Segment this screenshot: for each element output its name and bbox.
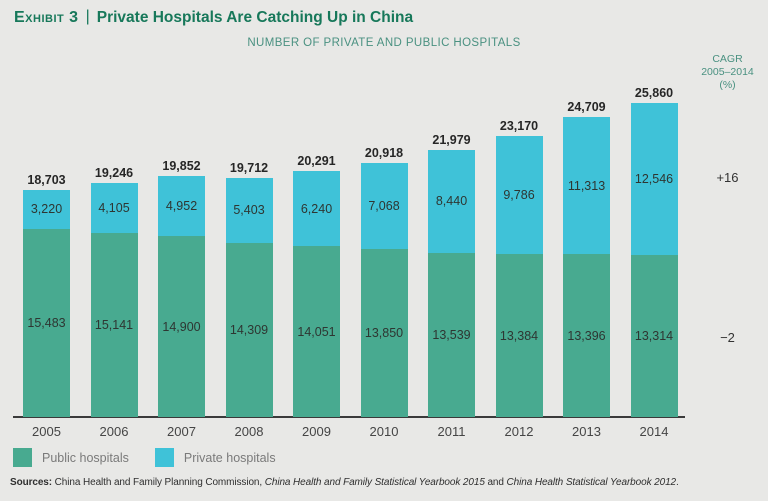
public-value-label: 14,900 [162,319,201,334]
cagr-line2: 2005–2014 [701,66,754,78]
public-segment: 13,396 [563,254,610,417]
total-label: 23,170 [499,118,539,133]
total-label: 19,852 [162,158,201,173]
public-segment: 14,309 [225,243,273,417]
public-segment: 14,900 [158,236,205,417]
public-segment: 13,384 [495,254,543,417]
bar-2014: 25,860 12,546 13,314 [630,86,678,417]
cagr-column-header: CAGR 2005–2014 (%) [690,53,765,92]
total-label: 21,979 [432,133,471,148]
title-separator: | [85,8,90,25]
page-title: Private Hospitals Are Catching Up in Chi… [96,9,414,26]
private-segment: 11,313 [563,116,610,255]
sources-italic-1: China Health and Family Statistical Year… [264,477,485,488]
x-axis-line [13,416,685,418]
sources-text-3: . [676,477,679,488]
cagr-line3: (%) [719,79,736,91]
public-value-label: 13,539 [432,327,471,342]
total-label: 19,246 [94,166,134,181]
year-label: 2009 [302,424,331,439]
sources-italic-2: China Health Statistical Yearbook 2012 [506,477,677,488]
public-value-label: 14,051 [297,324,336,339]
public-value-label: 13,850 [364,325,404,340]
sources-note: Sources: China Health and Family Plannin… [10,477,764,488]
cagr-line1: CAGR [712,53,743,65]
cagr-public-value: −2 [720,330,735,345]
private-value-label: 9,786 [503,188,535,203]
legend-item-private: Private hospitals [154,448,276,467]
bar-2013: 24,709 11,313 13,396 [563,100,610,417]
private-hospitals-swatch-icon [154,448,174,467]
private-value-label: 11,313 [567,178,606,193]
private-legend-label: Private hospitals [183,450,276,465]
public-value-label: 13,396 [567,328,606,343]
chart-legend: Public hospitals Private hospitals [13,448,276,467]
bar-2009: 20,291 6,240 14,051 [293,154,340,417]
public-segment: 15,141 [90,233,138,417]
public-hospitals-swatch-icon [13,448,32,467]
private-segment: 3,220 [23,189,70,229]
private-segment: 5,403 [225,177,273,244]
year-label: 2006 [99,424,129,439]
year-label: 2011 [437,424,466,439]
public-value-label: 15,141 [94,318,134,333]
year-label: 2008 [234,424,264,439]
year-label: 2013 [572,424,601,439]
private-value-label: 12,546 [634,172,674,187]
bar-2007: 19,852 4,952 14,900 [158,159,205,417]
exhibit-header: Exhibit 3 | Private Hospitals Are Catchi… [14,8,414,27]
private-value-label: 5,403 [233,203,265,218]
bar-2006: 19,246 4,105 15,141 [90,166,138,417]
public-value-label: 14,309 [229,323,269,338]
public-value-label: 13,384 [499,328,539,343]
bar-2010: 20,918 7,068 13,850 [360,146,408,417]
private-segment: 8,440 [428,150,475,253]
bar-2012: 23,170 9,786 13,384 [495,119,543,417]
private-value-label: 8,440 [435,194,468,209]
private-segment: 4,105 [90,183,138,234]
sources-label: Sources: [10,477,52,488]
public-segment: 14,051 [293,246,340,417]
bar-2011: 21,979 8,440 13,539 [428,133,475,417]
total-label: 20,918 [364,146,404,161]
public-segment: 13,850 [360,248,408,417]
private-segment: 9,786 [495,135,543,255]
total-label: 18,703 [27,172,66,187]
year-label: 2014 [639,424,669,439]
private-value-label: 3,220 [30,202,63,217]
bar-2008: 19,712 5,403 14,309 [225,161,273,417]
public-legend-label: Public hospitals [42,450,129,465]
private-segment: 4,952 [158,175,205,237]
private-segment: 7,068 [360,163,408,249]
bar-2005: 18,703 3,220 15,483 [23,173,70,417]
private-value-label: 7,068 [368,198,400,213]
year-label: 2005 [32,424,61,439]
private-value-label: 4,952 [165,199,198,214]
public-segment: 13,539 [428,252,475,417]
chart-subtitle: NUMBER OF PRIVATE AND PUBLIC HOSPITALS [247,37,521,49]
total-label: 19,712 [229,160,269,175]
total-label: 24,709 [567,99,606,114]
public-segment: 13,314 [630,255,678,417]
total-label: 20,291 [297,153,336,168]
sources-text-1: China Health and Family Planning Commiss… [52,477,265,488]
exhibit-label: Exhibit 3 [14,9,79,26]
public-value-label: 15,483 [27,316,66,330]
year-label: 2007 [167,424,196,439]
private-segment: 12,546 [630,103,678,256]
year-label: 2012 [504,424,534,439]
sources-text-2: and [484,477,507,488]
total-label: 25,860 [634,86,674,100]
year-label: 2010 [369,424,399,439]
private-segment: 6,240 [293,170,340,247]
public-value-label: 13,314 [634,329,674,344]
public-segment: 15,483 [23,229,70,417]
private-value-label: 6,240 [300,201,333,216]
cagr-private-value: +16 [716,170,739,185]
legend-item-public: Public hospitals [13,448,129,467]
private-value-label: 4,105 [98,201,130,216]
